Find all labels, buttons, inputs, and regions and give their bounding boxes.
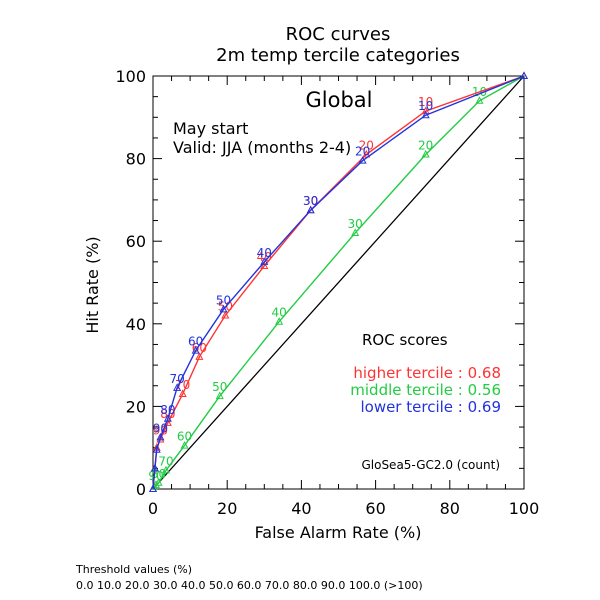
x-tick-label: 20 [217,499,237,518]
point-marker-lower-tercile [191,346,200,354]
chart-subtitle: 2m temp tercile categories [216,45,460,66]
threshold-label-lower-tercile: 10 [418,99,433,113]
y-tick-label: 20 [126,397,146,416]
point-marker-lower-tercile [150,463,159,472]
point-marker-lower-tercile [219,304,228,313]
threshold-label-higher-tercile: 10 [418,95,433,109]
point-marker-lower-tercile [173,383,182,391]
point-marker-lower-tercile [519,71,529,79]
threshold-label-middle-tercile: 60 [177,430,192,444]
threshold-label-middle-tercile: 30 [348,217,363,231]
threshold-values: 0.0 10.0 20.0 30.0 40.0 50.0 60.0 70.0 8… [76,579,423,592]
point-marker-higher-tercile [362,149,371,158]
no-skill-diagonal [152,75,525,490]
point-marker-higher-tercile [260,261,269,269]
point-marker-lower-tercile [358,156,367,164]
x-tick-label: 80 [440,499,460,518]
point-marker-middle-tercile [275,317,284,325]
threshold-label-higher-tercile: 30 [303,194,318,208]
threshold-label-middle-tercile: 50 [212,380,227,394]
point-marker-middle-tercile [351,228,360,236]
threshold-label-lower-tercile: 40 [257,246,272,260]
point-marker-lower-tercile [421,110,430,119]
point-marker-lower-tercile [306,205,315,214]
y-tick-label: 80 [126,150,146,169]
threshold-label-lower-tercile: 50 [216,293,231,307]
x-tick-label: 0 [148,499,158,518]
threshold-label-lower-tercile: 90 [153,421,168,435]
point-marker-middle-tercile [154,478,163,486]
threshold-label-middle-tercile: 40 [271,306,286,320]
x-tick-label: 40 [291,499,311,518]
threshold-label-lower-tercile: 20 [355,145,370,159]
threshold-label-middle-tercile: 70 [158,454,173,468]
score-higher-tercile: higher tercile : 0.68 [353,364,501,382]
threshold-label-higher-tercile: 80 [160,407,175,421]
point-marker-middle-tercile [151,480,161,488]
region-label: Global [306,88,373,112]
point-marker-lower-tercile [152,445,161,453]
point-marker-higher-tercile [221,310,230,319]
threshold-label-lower-tercile: 30 [303,194,318,208]
threshold-label-lower-tercile: 80 [160,403,175,417]
y-tick-label: 60 [126,232,146,251]
threshold-label-higher-tercile: 20 [359,138,374,152]
point-marker-middle-tercile [161,465,171,474]
point-marker-lower-tercile [148,484,158,492]
start-label: May start [173,119,248,138]
model-label: GloSea5-GC2.0 (count) [361,458,500,472]
y-tick-label: 100 [115,67,146,86]
point-marker-middle-tercile [180,441,189,449]
point-marker-lower-tercile [156,432,165,441]
point-marker-higher-tercile [178,389,187,398]
point-marker-lower-tercile [260,257,269,265]
y-axis-label: Hit Rate (%) [83,236,102,333]
threshold-label-lower-tercile: 60 [188,335,203,349]
point-marker-higher-tercile [195,352,204,360]
x-axis-label: False Alarm Rate (%) [255,523,422,542]
x-tick-label: 100 [509,499,540,518]
point-marker-middle-tercile [215,391,224,400]
point-marker-lower-tercile [163,414,172,422]
y-tick-label: 40 [126,315,146,334]
y-tick-label: 0 [136,480,146,499]
threshold-label-middle-tercile: 90 [148,469,163,483]
chart-title: ROC curves [286,24,391,45]
valid-label: Valid: JJA (months 2-4) [173,138,351,157]
point-marker-higher-tercile [421,106,430,115]
score-lower-tercile: lower tercile : 0.69 [360,398,501,416]
series-line-lower-tercile [152,75,525,490]
point-marker-higher-tercile [156,434,165,443]
threshold-label-middle-tercile: 20 [418,138,433,152]
roc-scores-title: ROC scores [362,331,448,349]
threshold-label-higher-tercile: 40 [257,250,272,264]
point-marker-middle-tercile [475,96,484,104]
x-tick-label: 60 [365,499,385,518]
threshold-label-lower-tercile: 70 [169,372,184,386]
threshold-title: Threshold values (%) [75,563,192,576]
score-middle-tercile: middle tercile : 0.56 [350,381,501,399]
point-marker-middle-tercile [421,149,430,158]
